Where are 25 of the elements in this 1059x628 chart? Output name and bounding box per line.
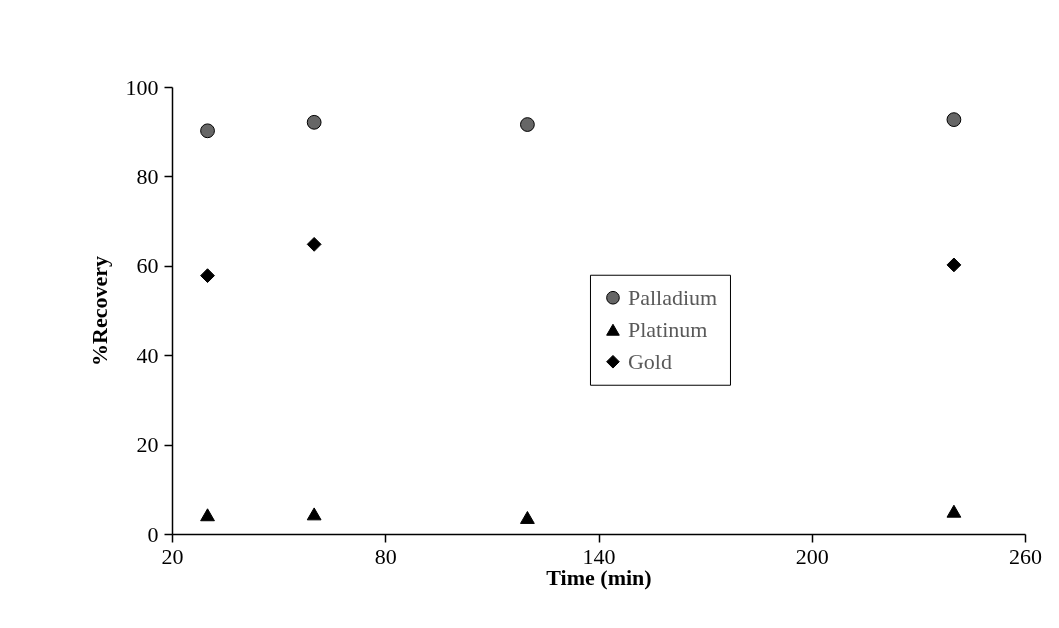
y-tick-label: 60 xyxy=(136,253,159,279)
point xyxy=(520,117,535,132)
point xyxy=(520,510,535,524)
point xyxy=(200,508,215,522)
point xyxy=(946,257,962,273)
x-tick-label: 200 xyxy=(795,543,829,569)
legend-label: Platinum xyxy=(627,316,708,342)
point xyxy=(946,112,962,128)
legend-label: Palladium xyxy=(627,284,718,310)
point xyxy=(306,507,322,521)
y-tick-label: 100 xyxy=(125,74,159,100)
y-tick-label: 20 xyxy=(136,432,159,458)
point xyxy=(306,236,322,252)
point xyxy=(306,114,322,130)
point xyxy=(946,504,962,518)
y-tick-label: 40 xyxy=(136,342,159,368)
y-tick-label: 80 xyxy=(136,163,159,189)
point xyxy=(200,123,215,139)
legend-label: Gold xyxy=(627,348,672,374)
y-tick-label: 0 xyxy=(147,521,159,547)
x-tick-label: 20 xyxy=(161,543,184,569)
point xyxy=(200,268,215,284)
x-tick-label: 260 xyxy=(1009,543,1042,569)
x-tick-label: 80 xyxy=(374,543,397,569)
y-axis-title: %Recovery xyxy=(86,256,112,366)
